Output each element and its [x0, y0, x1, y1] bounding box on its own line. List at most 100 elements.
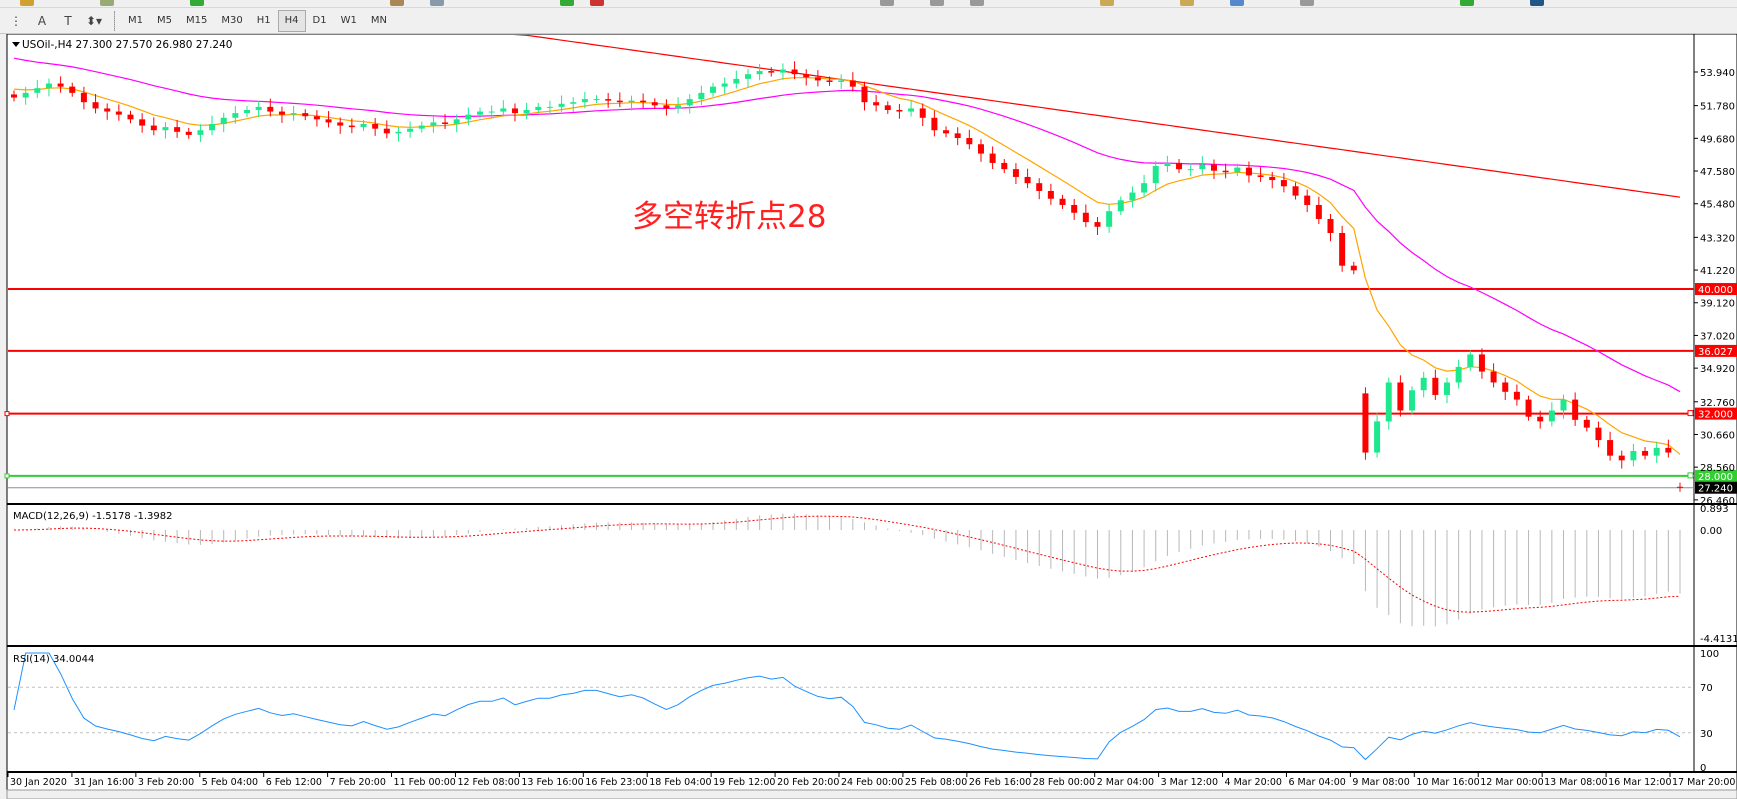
candle [313, 110, 320, 127]
candle [931, 110, 938, 137]
candle [1572, 392, 1579, 426]
toolbar-icon[interactable] [190, 0, 204, 6]
candle-body [779, 69, 786, 73]
toolbar-icon[interactable] [100, 0, 114, 6]
candle-body [1152, 166, 1159, 184]
candle-body [232, 113, 239, 118]
candle-body [1164, 162, 1171, 167]
candle [1478, 348, 1485, 379]
candle-body [209, 124, 216, 131]
timeframe-m1-button[interactable]: M1 [128, 15, 143, 26]
time-tick-label: 17 Mar 20:00 [1672, 777, 1735, 788]
mid-moving-average [13, 57, 1681, 393]
candle-body [1362, 393, 1369, 453]
candle-body [803, 74, 810, 78]
candle [1350, 261, 1357, 275]
candle [1292, 182, 1299, 200]
candle-body [791, 69, 798, 75]
candle-body [1409, 390, 1416, 411]
level-handle[interactable] [1687, 410, 1694, 417]
candle-body [1210, 164, 1217, 171]
candle [558, 95, 565, 112]
candle-body [1455, 366, 1462, 383]
rsi-tick-label: 70 [1700, 683, 1713, 694]
toolbar-icon[interactable] [20, 0, 34, 6]
text-label-icon[interactable]: T [64, 13, 72, 28]
candle-body [1234, 167, 1241, 173]
candle-body [267, 106, 274, 112]
toolbar-icon[interactable] [390, 0, 404, 6]
level-handle[interactable] [1687, 472, 1694, 479]
toolbar-icon[interactable] [560, 0, 574, 6]
candle [69, 82, 76, 97]
candle-body [1141, 183, 1148, 193]
candle-body [1350, 265, 1357, 271]
toolbar-icon[interactable] [1100, 0, 1114, 6]
candle [616, 92, 623, 108]
candle-body [372, 124, 379, 129]
timeframe-mn-button[interactable]: MN [370, 15, 387, 26]
candle-body [768, 71, 775, 73]
candle [1129, 186, 1136, 208]
toolbar-icon[interactable] [970, 0, 984, 6]
candle [826, 76, 833, 86]
timeframe-m5-button[interactable]: M5 [157, 15, 172, 26]
toolbar-icon[interactable] [1530, 0, 1544, 6]
candle [628, 95, 635, 111]
toolbar-icon[interactable] [1300, 0, 1314, 6]
price-tick-label: 47.580 [1700, 167, 1735, 178]
candle [1047, 183, 1054, 205]
candle-body [663, 105, 670, 109]
timeframe-w1-button[interactable]: W1 [340, 15, 357, 26]
price-tick-label: 26.460 [1700, 496, 1735, 507]
time-tick-label: 7 Feb 20:00 [330, 777, 386, 788]
level-handle [4, 411, 10, 417]
toolbar-icon[interactable] [930, 0, 944, 6]
toolbar-icon[interactable] [590, 0, 604, 6]
candle-body [127, 114, 134, 120]
timeframe-m15-button[interactable]: M15 [186, 15, 208, 26]
fibo-icon[interactable]: ⋮ [10, 13, 22, 28]
toolbar-icon[interactable] [430, 0, 444, 6]
toolbar-icon[interactable] [880, 0, 894, 6]
time-tick-label: 26 Feb 16:00 [969, 777, 1031, 788]
toolbar-icon[interactable] [1460, 0, 1474, 6]
main-plot [8, 35, 1694, 492]
time-tick-label: 6 Feb 12:00 [266, 777, 322, 788]
timeframe-h4-button[interactable]: H4 [277, 9, 306, 32]
arrows-icon[interactable]: ⬍▾ [85, 13, 103, 28]
candle-body [1443, 382, 1450, 395]
candle-body [465, 114, 472, 120]
candle-body [1245, 167, 1252, 176]
candle-body [686, 99, 693, 106]
candle [185, 127, 192, 139]
candle-body [430, 122, 437, 126]
candle-body [1572, 399, 1579, 420]
candle [1409, 386, 1416, 415]
level-label: 32.000 [1698, 410, 1733, 421]
candle-body [1001, 162, 1008, 170]
candle [838, 74, 845, 90]
candle [209, 115, 216, 136]
candle-body [278, 111, 285, 115]
candle [1210, 159, 1217, 179]
candle [1245, 161, 1252, 183]
candle-body [1106, 211, 1113, 227]
candle [92, 93, 99, 114]
timeframe-m30-button[interactable]: M30 [221, 15, 243, 26]
toolbar-icon[interactable] [1180, 0, 1194, 6]
text-icon[interactable]: A [37, 13, 47, 28]
candle [220, 112, 227, 133]
last-price-label: 27.240 [1698, 484, 1733, 495]
candle-body [1292, 186, 1299, 196]
price-chart[interactable]: 40.000 36.027 32.000 28.000 53.940 51.780 49.6… [0, 34, 1737, 799]
macd-tick-label: 0.893 [1700, 504, 1729, 515]
timeframe-h1-button[interactable]: H1 [256, 15, 271, 26]
candle-body [1677, 486, 1683, 488]
last-price-badge [1695, 481, 1737, 494]
candle [1432, 369, 1439, 400]
toolbar-icon[interactable] [1230, 0, 1244, 6]
timeframe-d1-button[interactable]: D1 [312, 15, 327, 26]
candle-body [1665, 447, 1672, 453]
candle [1502, 377, 1509, 401]
